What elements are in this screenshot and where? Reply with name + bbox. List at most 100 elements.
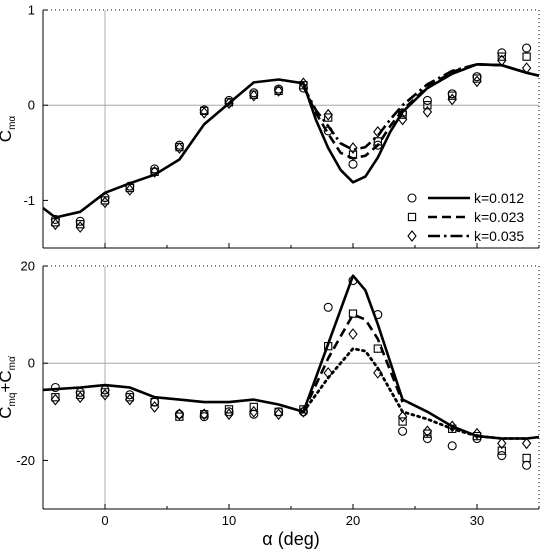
diamond-marker-point xyxy=(273,408,284,421)
square-marker-point xyxy=(299,405,308,414)
diamond-marker-point xyxy=(397,410,408,423)
square-marker-point xyxy=(448,424,457,433)
circle-marker-point xyxy=(422,433,432,444)
square-marker-point xyxy=(76,220,85,229)
square-marker-point xyxy=(522,453,531,463)
series-line-k=0.012-solid xyxy=(42,274,540,440)
square-marker-point xyxy=(175,412,184,421)
x-tick-label: 0 xyxy=(101,513,108,528)
diamond-marker-point xyxy=(174,142,185,154)
diamond-marker-point xyxy=(348,328,358,340)
diamond-marker-point xyxy=(249,89,259,102)
square-marker-point xyxy=(472,74,482,83)
square-marker-point xyxy=(324,113,333,122)
y-axis-label: Cmα xyxy=(0,116,18,143)
top-panel-cm-alpha: -1 0 1 Cmα k=0.012 k=0.023 k=0.035 xyxy=(0,3,540,249)
legend-square-marker xyxy=(407,212,417,222)
series-markers-k=0.023 xyxy=(51,309,531,463)
y-axis-label: Cmq+Cmα̇ xyxy=(0,355,18,419)
square-marker-point xyxy=(398,417,407,426)
legend: k=0.012 k=0.023 k=0.035 xyxy=(407,190,524,244)
diamond-marker-point xyxy=(50,393,61,406)
legend-label: k=0.035 xyxy=(474,228,524,244)
diamond-marker-point xyxy=(50,218,61,231)
square-marker-point xyxy=(522,52,531,61)
square-marker-point xyxy=(472,431,482,441)
diamond-marker-point xyxy=(323,367,333,379)
diamond-marker-point xyxy=(75,391,85,404)
diamond-marker-point xyxy=(472,75,482,88)
circle-marker-point xyxy=(373,310,383,320)
series-markers-k=0.035 xyxy=(50,328,532,450)
diamond-marker-point xyxy=(422,105,433,118)
diamond-marker-point xyxy=(249,405,259,418)
circle-marker-point xyxy=(323,302,333,312)
diamond-marker-point xyxy=(521,62,532,74)
diamond-marker-point xyxy=(149,165,160,178)
series-markers-k=0.012 xyxy=(50,276,532,470)
diamond-marker-point xyxy=(75,221,85,233)
circle-marker-point xyxy=(422,95,432,105)
x-tick-label: 10 xyxy=(222,513,236,528)
square-marker-point xyxy=(150,397,159,407)
diamond-marker-point xyxy=(447,420,457,433)
diamond-marker-point xyxy=(447,93,457,106)
square-marker-point xyxy=(398,110,407,119)
square-marker-point xyxy=(373,137,382,146)
diamond-marker-point xyxy=(100,388,110,401)
square-marker-point xyxy=(448,91,457,100)
circle-marker-point xyxy=(348,159,358,169)
diamond-marker-point xyxy=(422,425,433,438)
diamond-marker-point xyxy=(373,367,383,379)
diamond-marker-point xyxy=(174,408,185,421)
circle-marker-point xyxy=(323,126,333,136)
legend-circle-marker xyxy=(407,193,417,203)
circle-marker-point xyxy=(398,426,408,436)
diamond-marker-point xyxy=(497,437,507,450)
legend-label: k=0.023 xyxy=(474,209,524,225)
circle-marker-point xyxy=(522,460,532,470)
y-tick-label: 0 xyxy=(28,98,35,113)
diamond-marker-point xyxy=(323,108,333,121)
series-line-k=0.023-dashed xyxy=(302,63,527,160)
diamond-marker-point xyxy=(199,106,209,119)
diamond-marker-point xyxy=(348,142,358,154)
series-markers-k=0.023 xyxy=(51,52,531,229)
series-line-k=0.035-dashdot xyxy=(302,63,527,152)
diamond-marker-point xyxy=(521,437,532,450)
diamond-marker-point xyxy=(298,77,309,90)
y-tick-label: -1 xyxy=(23,193,35,208)
diamond-marker-point xyxy=(273,85,284,97)
square-marker-point xyxy=(348,309,358,318)
square-marker-point xyxy=(274,407,283,416)
diamond-marker-point xyxy=(298,405,309,418)
series-line-k=0.012-solid xyxy=(42,63,540,219)
diamond-marker-point xyxy=(224,97,234,110)
square-marker-point xyxy=(125,393,134,402)
diamond-marker-point xyxy=(100,196,110,209)
square-marker-point xyxy=(51,393,60,402)
x-tick-label: 20 xyxy=(346,513,360,528)
square-marker-point xyxy=(324,342,333,351)
circle-marker-point xyxy=(522,43,532,53)
bottom-panel-damping: -20 0 20 0 10 20 30 Cmq+Cmα̇ α (deg) xyxy=(0,259,540,549)
diamond-marker-point xyxy=(397,113,408,126)
square-marker-point xyxy=(497,446,506,455)
square-marker-point xyxy=(373,344,382,353)
diamond-marker-point xyxy=(149,401,160,413)
diamond-marker-point xyxy=(373,125,383,138)
legend-diamond-marker xyxy=(407,230,417,242)
square-marker-point xyxy=(423,101,432,110)
x-axis-label: α (deg) xyxy=(262,529,319,549)
diamond-marker-point xyxy=(224,408,234,421)
square-marker-point xyxy=(224,405,234,414)
diamond-marker-point xyxy=(497,54,507,67)
square-marker-point xyxy=(423,429,432,438)
diamond-marker-point xyxy=(472,427,482,440)
square-marker-point xyxy=(348,150,358,159)
circle-marker-point xyxy=(174,409,184,419)
x-tick-label: 30 xyxy=(470,513,484,528)
circle-marker-point xyxy=(447,441,457,451)
y-tick-label: 1 xyxy=(28,3,35,18)
